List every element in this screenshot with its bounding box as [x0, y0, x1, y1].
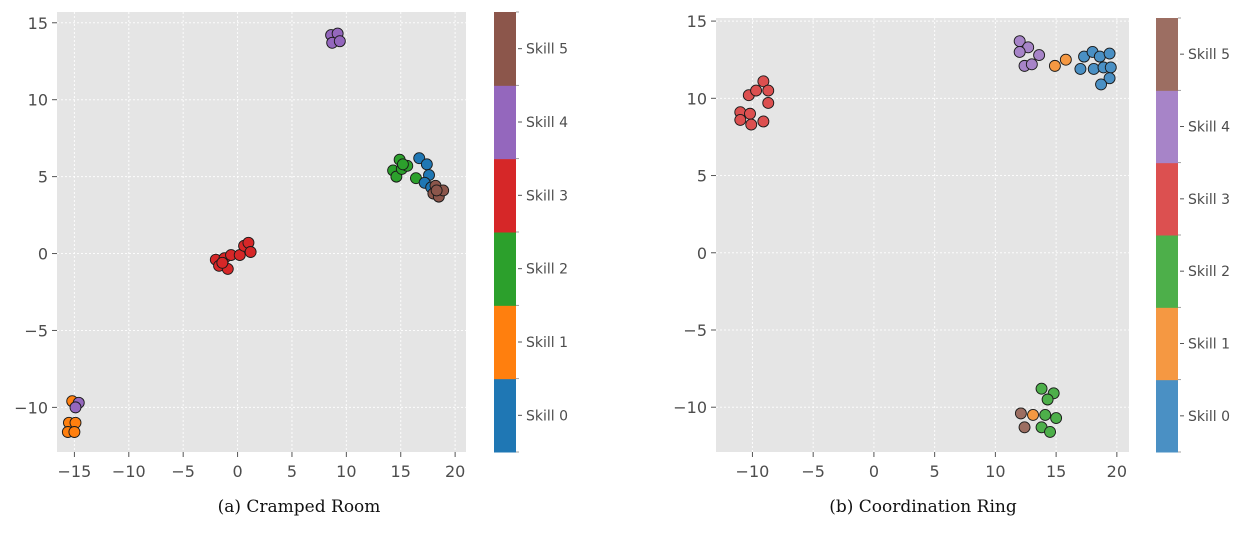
x-tick-label: 10 [336, 462, 356, 481]
scatter-point [1051, 413, 1062, 424]
scatter-point [1015, 408, 1026, 419]
colorbar-segment [494, 85, 516, 159]
y-tick-label: 15 [28, 14, 48, 33]
scatter-point [746, 119, 757, 130]
scatter-point [1014, 46, 1025, 57]
colorbar-segment [494, 379, 516, 453]
colorbar-segment [494, 305, 516, 379]
y-tick-label: −10 [673, 398, 707, 417]
colorbar-label: Skill 0 [526, 408, 568, 424]
chart-1: −10 −5 0 5 10 15 20 −10 −5 0 5 10 15 Skill 0 Skill 1 Sk… [673, 12, 1230, 517]
chart-caption: (b) Coordination Ring [829, 497, 1017, 517]
y-tick-label: 0 [697, 244, 707, 263]
colorbar-label: Skill 5 [1188, 47, 1230, 63]
scatter-point [245, 247, 256, 258]
x-tick-label: 10 [985, 462, 1005, 481]
y-tick-label: 5 [697, 167, 707, 186]
colorbar-segment [494, 12, 516, 86]
x-tick-label: 20 [1107, 462, 1127, 481]
scatter-point [431, 185, 442, 196]
colorbar-label: Skill 4 [526, 115, 568, 131]
scatter-point [758, 116, 769, 127]
colorbar-label: Skill 3 [1188, 192, 1230, 208]
colorbar-label: Skill 1 [526, 335, 568, 351]
colorbar-label: Skill 2 [526, 262, 568, 278]
colorbar-segment [1156, 163, 1178, 236]
plot-background [57, 12, 466, 452]
x-tick-label: 20 [445, 462, 465, 481]
scatter-point [1028, 409, 1039, 420]
scatter-point [735, 114, 746, 125]
colorbar-segment [1156, 307, 1178, 380]
scatter-point [1036, 383, 1047, 394]
scatter-point [1104, 48, 1115, 59]
x-tick-label: −10 [736, 462, 770, 481]
y-tick-label: 10 [28, 91, 48, 110]
y-tick-label: 5 [38, 168, 48, 187]
colorbar-label: Skill 4 [1188, 120, 1230, 136]
chart-caption: (a) Cramped Room [218, 497, 381, 517]
colorbar-segment [494, 159, 516, 233]
x-tick-label: 15 [391, 462, 411, 481]
scatter-point [1049, 60, 1060, 71]
scatter-point [217, 257, 228, 268]
x-tick-label: 0 [232, 462, 242, 481]
x-tick-label: 5 [287, 462, 297, 481]
y-tick-label: −5 [24, 321, 48, 340]
colorbar-label: Skill 3 [526, 188, 568, 204]
colorbar-segment [1156, 235, 1178, 308]
y-tick-label: 15 [687, 12, 707, 31]
scatter-point [751, 85, 762, 96]
scatter-point [1105, 62, 1116, 73]
y-tick-label: 0 [38, 245, 48, 264]
colorbar-label: Skill 1 [1188, 337, 1230, 353]
scatter-point [1034, 50, 1045, 61]
scatter-point [745, 108, 756, 119]
scatter-point [1075, 63, 1086, 74]
colorbar-label: Skill 2 [1188, 264, 1230, 280]
x-tick-label: −10 [112, 462, 146, 481]
scatter-point [69, 427, 80, 438]
scatter-point [763, 97, 774, 108]
scatter-point [1026, 59, 1037, 70]
scatter-point [397, 159, 408, 170]
scatter-point [1096, 79, 1107, 90]
x-tick-label: 15 [1046, 462, 1066, 481]
colorbar-segment [1156, 380, 1178, 453]
y-tick-label: 10 [687, 89, 707, 108]
colorbar-segment [1156, 90, 1178, 163]
x-tick-label: 0 [869, 462, 879, 481]
scatter-point [1088, 63, 1099, 74]
plot-background [716, 18, 1129, 452]
x-tick-label: −5 [171, 462, 195, 481]
x-tick-label: 5 [930, 462, 940, 481]
scatter-point [334, 36, 345, 47]
colorbar-label: Skill 5 [526, 42, 568, 58]
scatter-point [1040, 409, 1051, 420]
scatter-point [1045, 426, 1056, 437]
scatter-point [1019, 422, 1030, 433]
colorbar-segment [1156, 18, 1178, 91]
scatter-point [1042, 394, 1053, 405]
colorbar-segment [494, 232, 516, 306]
scatter-point [70, 402, 81, 413]
colorbar-label: Skill 0 [1188, 409, 1230, 425]
x-tick-label: −15 [58, 462, 92, 481]
scatter-point [1060, 54, 1071, 65]
x-tick-label: −5 [801, 462, 825, 481]
y-tick-label: −5 [683, 321, 707, 340]
scatter-point [421, 159, 432, 170]
chart-0: −15 −10 −5 0 5 10 15 20 −10 −5 0 5 10 15 Skill 0 Skill … [14, 12, 568, 517]
y-tick-label: −10 [14, 398, 48, 417]
scatter-point [763, 85, 774, 96]
